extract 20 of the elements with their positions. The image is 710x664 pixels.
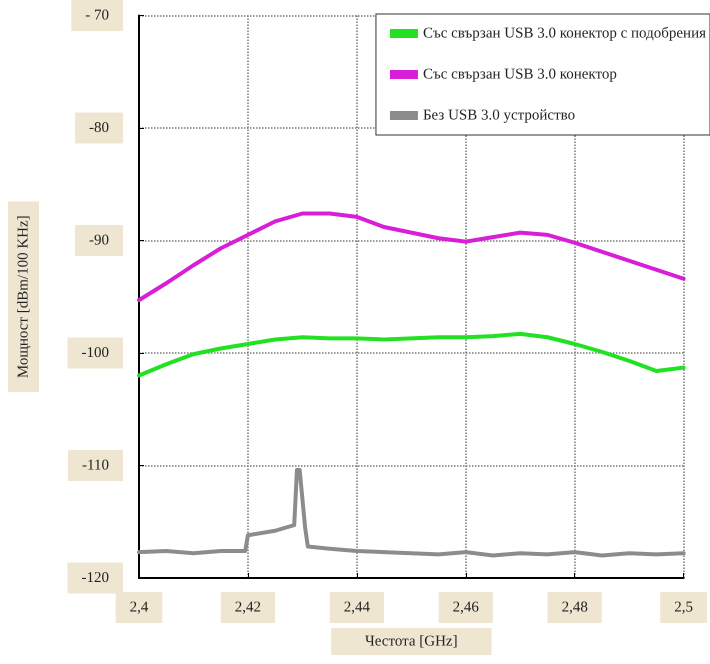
x-tick-label: 2,4: [130, 600, 149, 616]
legend-label: Със свързан USB 3.0 конектор: [422, 66, 617, 82]
y-tick-label: -110: [82, 458, 109, 474]
x-tick-label: 2,48: [562, 600, 588, 616]
legend-label: Със свързан USB 3.0 конектор с подобрения: [422, 26, 706, 42]
x-tick-label: 2,46: [452, 600, 480, 616]
line-series: [137, 212, 686, 302]
y-tick-label: -100: [82, 345, 109, 361]
y-axis-title: Мощност [dBm/100 KHz]: [16, 215, 32, 378]
y-tick-label: -120: [82, 570, 109, 586]
y-tick-label: -90: [89, 232, 109, 248]
y-tick-label: -80: [89, 120, 109, 136]
x-tick-label: 2,42: [234, 600, 262, 616]
x-tick-label: 2,44: [344, 600, 370, 616]
x-tick-label: 2,5: [674, 600, 693, 616]
y-tick-label: - 70: [85, 8, 109, 24]
x-axis-title: Честота [GHz]: [365, 634, 458, 650]
line-series: [137, 332, 686, 378]
legend-label: Без USB 3.0 устройство: [422, 108, 576, 124]
line-series: [137, 468, 686, 558]
